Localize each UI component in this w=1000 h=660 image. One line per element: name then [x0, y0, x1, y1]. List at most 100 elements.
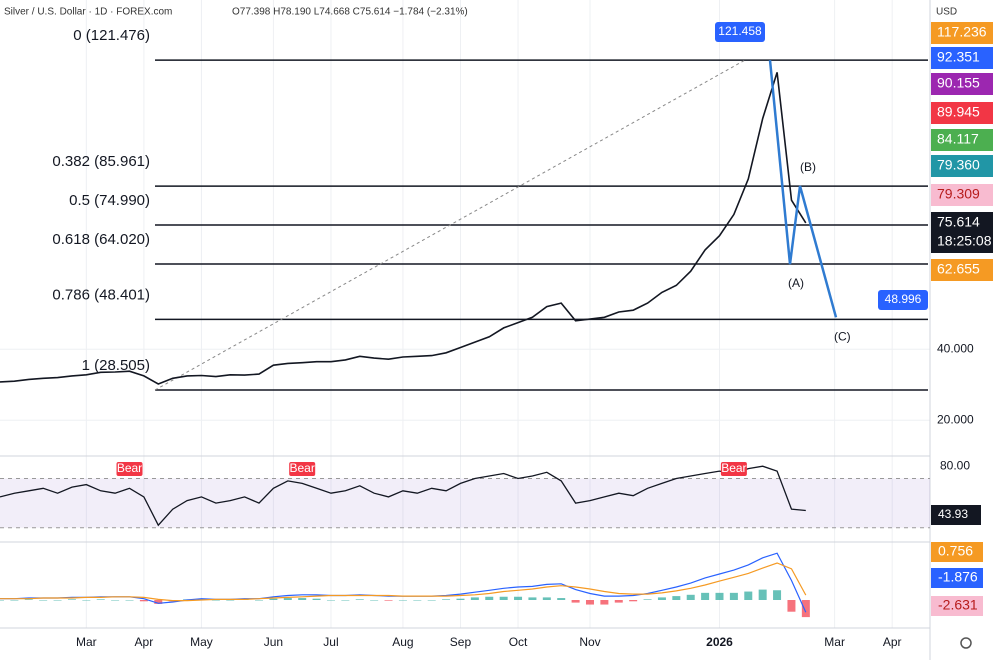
price-badge-label: 84.117	[937, 131, 979, 147]
histogram-bar	[82, 600, 91, 601]
price-badge-label: 89.945	[937, 104, 980, 120]
x-tick-label: Aug	[392, 635, 413, 649]
callout-label: 48.996	[885, 292, 922, 306]
price-badge-label: 79.309	[937, 186, 980, 202]
histogram-bar	[528, 597, 537, 600]
wave-label: (C)	[834, 329, 851, 343]
histogram-bar	[24, 599, 33, 600]
histogram-bar	[801, 600, 810, 618]
histogram-bar	[701, 592, 710, 600]
histogram-bar	[643, 599, 652, 600]
histogram-bar	[456, 598, 465, 600]
price-badge	[931, 155, 993, 177]
rsi-badge-label: 43.93	[938, 507, 968, 521]
signal-box	[116, 462, 143, 476]
histogram-bar	[269, 598, 278, 600]
x-tick-label: Apr	[135, 635, 154, 649]
histogram-bar	[370, 600, 379, 601]
histogram-bar	[557, 598, 566, 600]
histogram-bar	[787, 600, 796, 612]
y-tick-label: 20.000	[937, 412, 974, 426]
histogram-bar	[442, 599, 451, 600]
histogram-bar	[614, 600, 623, 603]
x-tick-label: Apr	[883, 635, 902, 649]
histogram-bar	[413, 600, 422, 601]
fib-trend	[154, 59, 746, 391]
price-badge	[931, 102, 993, 124]
histogram-bar	[39, 600, 48, 601]
x-tick-label: May	[190, 635, 213, 649]
macd-badge-label: 0.756	[938, 543, 973, 559]
symbol: Silver / U.S. Dollar · 1D · FOREX.com	[4, 7, 172, 18]
price-badge	[931, 47, 993, 69]
histogram-bar	[298, 598, 307, 600]
histogram-bar	[485, 596, 494, 600]
price-badge	[931, 22, 993, 44]
macd-badge-label: -2.631	[938, 597, 978, 613]
histogram-bar	[154, 600, 163, 604]
price-badge	[931, 184, 993, 206]
price-badge	[931, 129, 993, 151]
price-badge	[931, 212, 993, 234]
histogram-bar	[67, 599, 76, 600]
price-badge	[931, 231, 993, 253]
signal-box	[720, 462, 747, 476]
price-badge-label: 92.351	[937, 49, 980, 65]
fib-label: 0.5 (74.990)	[69, 192, 150, 209]
histogram-bar	[111, 600, 120, 601]
x-tick-label: Nov	[579, 635, 600, 649]
histogram-bar	[312, 598, 321, 600]
x-tick-label: Sep	[450, 635, 472, 649]
histogram-bar	[0, 600, 4, 601]
price-badge-label: 79.360	[937, 157, 980, 173]
price-badge-label: 62.655	[937, 261, 980, 277]
wave-projection	[768, 59, 838, 318]
price-line	[0, 72, 807, 385]
histogram-bar	[758, 589, 767, 600]
x-tick-label: 2026	[706, 635, 733, 649]
currency: USD	[936, 7, 957, 18]
histogram-bar	[499, 596, 508, 600]
histogram-bar	[125, 600, 134, 601]
histogram-bar	[255, 600, 264, 601]
x-tick-label: Jun	[264, 635, 283, 649]
signal-box	[289, 462, 316, 476]
callout-box	[878, 290, 928, 310]
x-tick-label: Mar	[824, 635, 845, 649]
histogram-bar	[672, 596, 681, 600]
ohlc: O77.398 H78.190 L74.668 C75.614 −1.784 (…	[232, 7, 468, 18]
x-tick-label: Jul	[323, 635, 338, 649]
histogram-bar	[10, 600, 19, 601]
histogram-bar	[139, 600, 148, 602]
histogram-bar	[398, 600, 407, 601]
price-badge	[931, 73, 993, 95]
histogram-bar	[542, 597, 551, 600]
macd-line	[0, 562, 807, 602]
rsi-badge	[931, 505, 981, 525]
price-badge-label: 90.155	[937, 75, 980, 91]
price-badge-label: 75.614	[937, 214, 980, 230]
macd-badge-label: -1.876	[938, 569, 978, 585]
histogram-bar	[197, 598, 206, 600]
histogram-bar	[384, 600, 393, 601]
settings-icon[interactable]	[960, 637, 972, 649]
rsi-line	[0, 465, 806, 527]
histogram-bar	[211, 600, 220, 601]
x-tick-label: Oct	[509, 635, 528, 649]
histogram-bar	[283, 598, 292, 600]
histogram-bar	[96, 599, 105, 600]
histogram-bar	[657, 597, 666, 600]
histogram-bar	[514, 596, 523, 600]
histogram-bar	[600, 600, 609, 605]
histogram-bar	[326, 600, 335, 601]
macd-badge	[931, 542, 983, 562]
price-badge-label: 18:25:08	[937, 233, 992, 249]
fib-label: 1 (28.505)	[82, 357, 150, 374]
histogram-bar	[629, 600, 638, 602]
callout-label: 121.458	[718, 24, 762, 38]
x-tick-label: Mar	[76, 635, 97, 649]
price-badge-label: 117.236	[937, 24, 987, 40]
histogram-bar	[686, 594, 695, 600]
histogram-bar	[773, 590, 782, 600]
